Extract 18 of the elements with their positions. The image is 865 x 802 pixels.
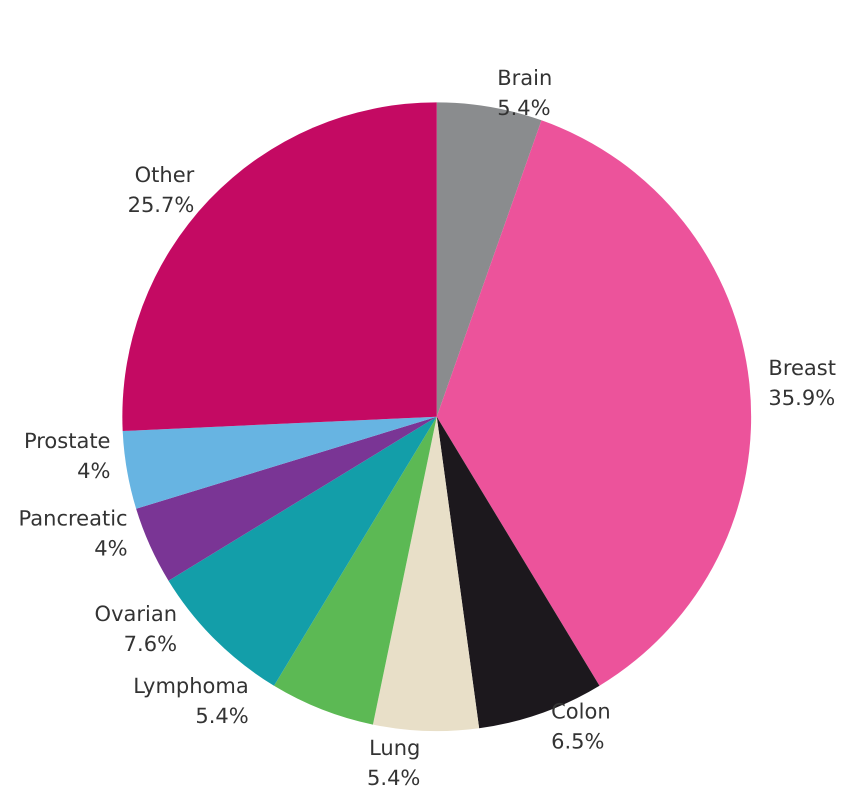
slice-label: Other (134, 162, 195, 187)
slice-label: Lymphoma (133, 674, 249, 698)
data-label: 5.4% (497, 96, 551, 120)
data-label: 4% (94, 536, 128, 561)
data-label: 7.6% (124, 632, 178, 656)
data-label: 4% (77, 459, 110, 484)
slice-label: Lung (369, 736, 420, 760)
slice-label: Pancreatic (18, 506, 128, 531)
data-label: 5.4% (367, 766, 420, 790)
slice-label: Brain (497, 66, 552, 90)
slice-label: Breast (768, 356, 836, 380)
slice-label: Colon (551, 699, 611, 724)
data-label: 5.4% (195, 704, 249, 728)
data-label: 35.9% (768, 386, 836, 410)
slice-label: Ovarian (94, 602, 178, 626)
data-label: 25.7% (128, 192, 194, 217)
slice-label: Prostate (24, 429, 110, 454)
data-label: 6.5% (551, 729, 605, 754)
